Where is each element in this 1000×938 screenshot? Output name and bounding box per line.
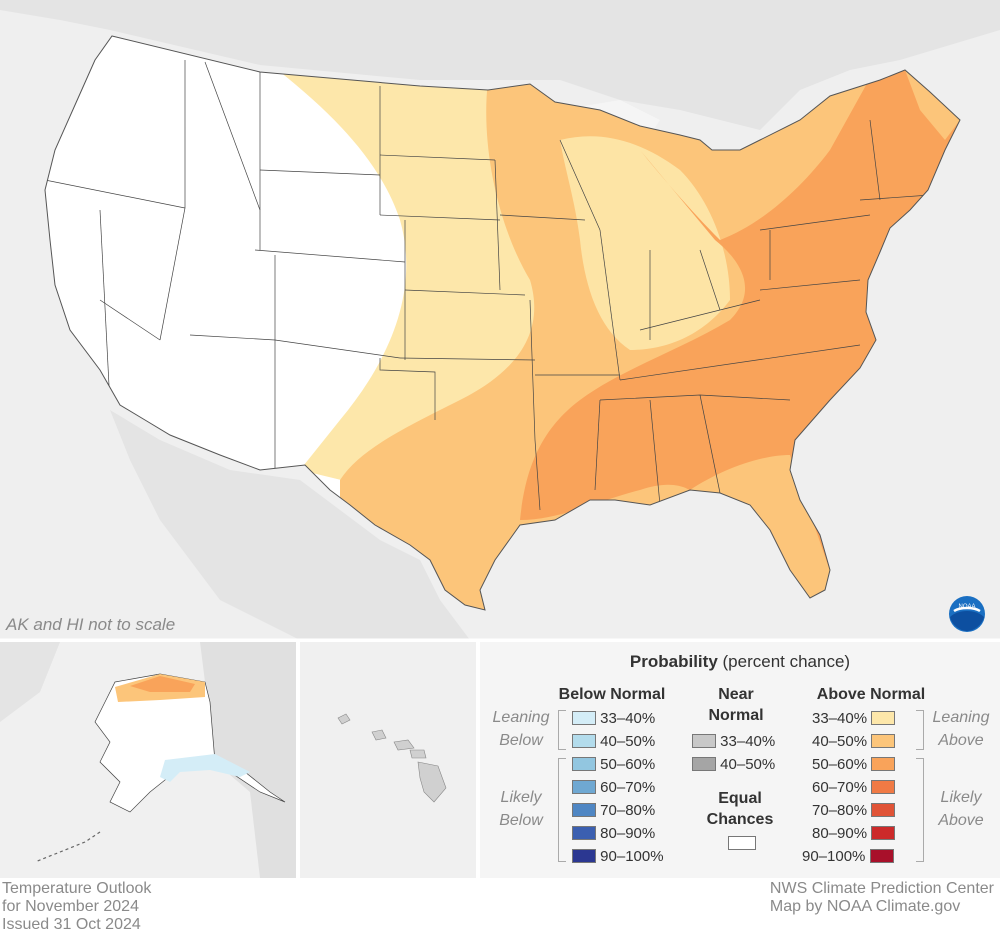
above-40-50-row: 40–50% <box>812 732 896 750</box>
near-33-40-row: 33–40% <box>692 732 775 750</box>
likely-above-label: Likely Above <box>938 789 984 829</box>
above-40-50-swatch <box>871 734 896 748</box>
above-80-90-swatch <box>871 826 896 840</box>
above-70-80-swatch <box>871 803 896 817</box>
below-90-100-row: 90–100% <box>572 847 664 865</box>
near-normal-heading: Near Normal <box>708 686 764 724</box>
near-40-50-row: 40–50% <box>692 755 775 773</box>
credit-caption: NWS Climate Prediction Center Map by NOA… <box>770 880 994 916</box>
below-70-80-row: 70–80% <box>572 801 655 819</box>
alaska-inset <box>0 642 296 878</box>
svg-text:NOAA: NOAA <box>958 604 975 610</box>
below-60-70-row: 60–70% <box>572 778 655 796</box>
above-60-70-row: 60–70% <box>812 778 896 796</box>
likely-below-bracket <box>558 758 566 862</box>
below-50-60-row: 50–60% <box>572 755 655 773</box>
outlook-title: Temperature Outlook <box>2 880 152 897</box>
credit-map: Map by NOAA Climate.gov <box>769 898 961 915</box>
credit-source: NWS Climate Prediction Center <box>769 880 994 897</box>
above-90-100-row: 90–100% <box>802 847 894 865</box>
above-60-70-swatch <box>871 780 896 794</box>
below-33-40-row: 33–40% <box>572 709 655 727</box>
outlook-period: for November 2024 <box>2 898 139 915</box>
likely-above-bracket <box>916 758 924 862</box>
outlook-caption: Temperature Outlook for November 2024 Is… <box>2 880 151 934</box>
below-33-40-swatch <box>572 711 596 725</box>
equal-chances-swatch <box>728 836 756 850</box>
leaning-above-bracket <box>916 710 924 750</box>
legend-title: Probability (percent chance) <box>629 652 851 671</box>
below-70-80-swatch <box>572 803 596 817</box>
hawaii-inset <box>300 642 476 878</box>
above-normal-heading: Above Normal <box>816 686 926 703</box>
below-80-90-row: 80–90% <box>572 824 655 842</box>
above-33-40-swatch <box>871 711 896 725</box>
near-40-50-swatch <box>692 757 716 771</box>
above-50-60-swatch <box>871 757 896 771</box>
leaning-below-bracket <box>558 710 566 750</box>
above-90-100-swatch <box>869 849 894 863</box>
equal-chances-heading: Equal Chances <box>706 790 774 828</box>
below-normal-heading: Below Normal <box>558 686 666 703</box>
likely-below-label: Likely Below <box>499 789 543 829</box>
hawaii-map <box>300 642 476 878</box>
near-33-40-swatch <box>692 734 716 748</box>
equal-chances-row <box>728 834 756 852</box>
leaning-below-label: Leaning Below <box>492 709 550 749</box>
below-60-70-swatch <box>572 780 596 794</box>
above-50-60-row: 50–60% <box>812 755 896 773</box>
below-40-50-row: 40–50% <box>572 732 655 750</box>
below-80-90-swatch <box>572 826 596 840</box>
conus-temperature-map <box>0 0 1000 640</box>
not-to-scale-note: AK and HI not to scale <box>6 615 176 634</box>
above-80-90-row: 80–90% <box>812 824 896 842</box>
noaa-logo-icon: NOAA <box>949 596 985 632</box>
above-70-80-row: 70–80% <box>812 801 896 819</box>
above-33-40-row: 33–40% <box>812 709 896 727</box>
leaning-above-label: Leaning Above <box>932 709 990 749</box>
below-40-50-swatch <box>572 734 596 748</box>
below-50-60-swatch <box>572 757 596 771</box>
below-90-100-swatch <box>572 849 596 863</box>
outlook-issued: Issued 31 Oct 2024 <box>2 916 141 933</box>
alaska-map <box>0 642 296 878</box>
probability-legend: Probability (percent chance) Below Norma… <box>480 642 1000 878</box>
